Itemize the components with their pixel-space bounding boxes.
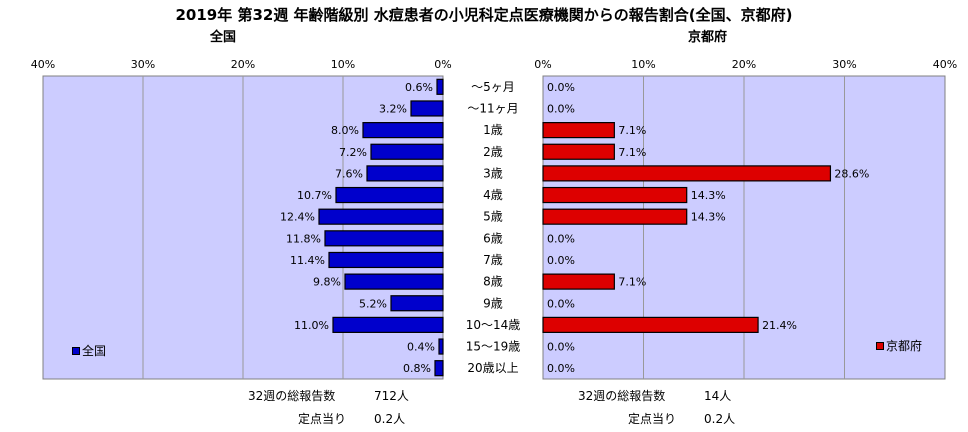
category-label: 5歳 [483,210,503,224]
category-label: 20歳以上 [467,361,518,375]
kyoto-data-label: 7.1% [618,276,646,289]
kyoto-data-label: 7.1% [618,124,646,137]
kyoto-data-label: 0.0% [547,362,575,375]
kyoto-tick-label: 30% [832,58,856,71]
zenkoku-tick-label: 20% [231,58,255,71]
kyoto-legend-swatch [876,341,884,350]
kyoto-per-value: 0.2人 [704,412,736,426]
kyoto-tick-label: 0% [534,58,551,71]
category-label: 8歳 [483,275,503,289]
zenkoku-data-label: 10.7% [297,189,332,202]
zenkoku-data-label: 5.2% [359,297,387,310]
zenkoku-data-label: 11.0% [294,319,329,332]
zenkoku-tick-label: 10% [331,58,355,71]
zenkoku-tick-label: 0% [434,58,451,71]
zenkoku-bar [344,273,444,290]
kyoto-legend: 京都府 [876,337,922,354]
category-label: 1歳 [483,123,503,137]
category-label: 10～14歳 [466,318,521,332]
zenkoku-legend-label: 全国 [82,344,107,358]
zenkoku-data-label: 8.0% [331,124,359,137]
kyoto-bar [542,186,688,204]
zenkoku-data-label: 7.2% [339,146,367,159]
kyoto-data-label: 21.4% [762,319,797,332]
zenkoku-per-label: 定点当り [298,412,347,426]
zenkoku-tick-label: 40% [31,58,55,71]
kyoto-total-value: 14人 [704,389,732,403]
zenkoku-bar [332,316,444,333]
category-label: 2歳 [483,145,503,159]
category-label: ～11ヶ月 [467,101,518,115]
zenkoku-bar [335,186,444,204]
kyoto-data-label: 14.3% [691,211,726,224]
zenkoku-bar [434,360,444,377]
kyoto-bar [542,208,688,225]
zenkoku-bar [370,143,444,160]
kyoto-bar [542,122,615,139]
kyoto-tick-label: 20% [732,58,756,71]
chart-title: 2019年 第32週 年齢階級別 水痘患者の小児科定点医療機関からの報告割合(全… [175,6,793,24]
zenkoku-data-label: 9.8% [313,276,341,289]
zenkoku-total-value: 712人 [374,389,409,403]
kyoto-bar [542,143,615,160]
kyoto-data-label: 28.6% [834,167,869,180]
zenkoku-data-label: 7.6% [335,167,363,180]
zenkoku-bar [324,230,444,247]
kyoto-data-label: 0.0% [547,254,575,267]
zenkoku-data-label: 0.4% [407,341,435,354]
kyoto-bar [542,273,615,290]
zenkoku-total-label: 32週の総報告数 [248,389,336,403]
zenkoku-bar [362,122,444,139]
zenkoku-legend: 全国 [72,342,106,359]
zenkoku-data-label: 11.4% [290,254,325,267]
kyoto-data-label: 0.0% [547,297,575,310]
kyoto-data-label: 0.0% [547,102,575,115]
zenkoku-bar [436,78,444,95]
category-label: 3歳 [483,166,503,180]
kyoto-total-label: 32週の総報告数 [578,389,666,403]
category-label: 6歳 [483,231,503,245]
category-label: 7歳 [483,253,503,267]
kyoto-data-label: 7.1% [618,146,646,159]
kyoto-data-label: 0.0% [547,81,575,94]
kyoto-legend-label: 京都府 [886,339,923,353]
zenkoku-bar [366,165,444,182]
kyoto-per-label: 定点当り [628,412,677,426]
zenkoku-data-label: 3.2% [379,102,407,115]
kyoto-tick-label: 40% [933,58,957,71]
zenkoku-legend-swatch [72,346,80,355]
kyoto-tick-label: 10% [631,58,655,71]
zenkoku-data-label: 12.4% [280,211,315,224]
category-label: 15～19歳 [466,340,521,354]
zenkoku-bar [328,251,444,269]
zenkoku-data-label: 11.8% [286,232,321,245]
zenkoku-chart-title: 全国 [210,30,237,45]
zenkoku-bar [410,100,444,117]
zenkoku-bar [438,338,444,355]
kyoto-data-label: 0.0% [547,341,575,354]
category-label: 4歳 [483,188,503,202]
zenkoku-bar [318,208,444,225]
kyoto-data-label: 14.3% [691,189,726,202]
category-label: ～5ヶ月 [471,80,515,94]
zenkoku-tick-label: 30% [131,58,155,71]
zenkoku-data-label: 0.6% [405,81,433,94]
zenkoku-data-label: 0.8% [403,362,431,375]
kyoto-chart-title: 京都府 [688,30,728,45]
zenkoku-bar [390,295,444,312]
zenkoku-per-value: 0.2人 [374,412,406,426]
kyoto-data-label: 0.0% [547,232,575,245]
kyoto-bar [542,316,759,333]
kyoto-bar [542,165,832,182]
category-label: 9歳 [483,296,503,310]
